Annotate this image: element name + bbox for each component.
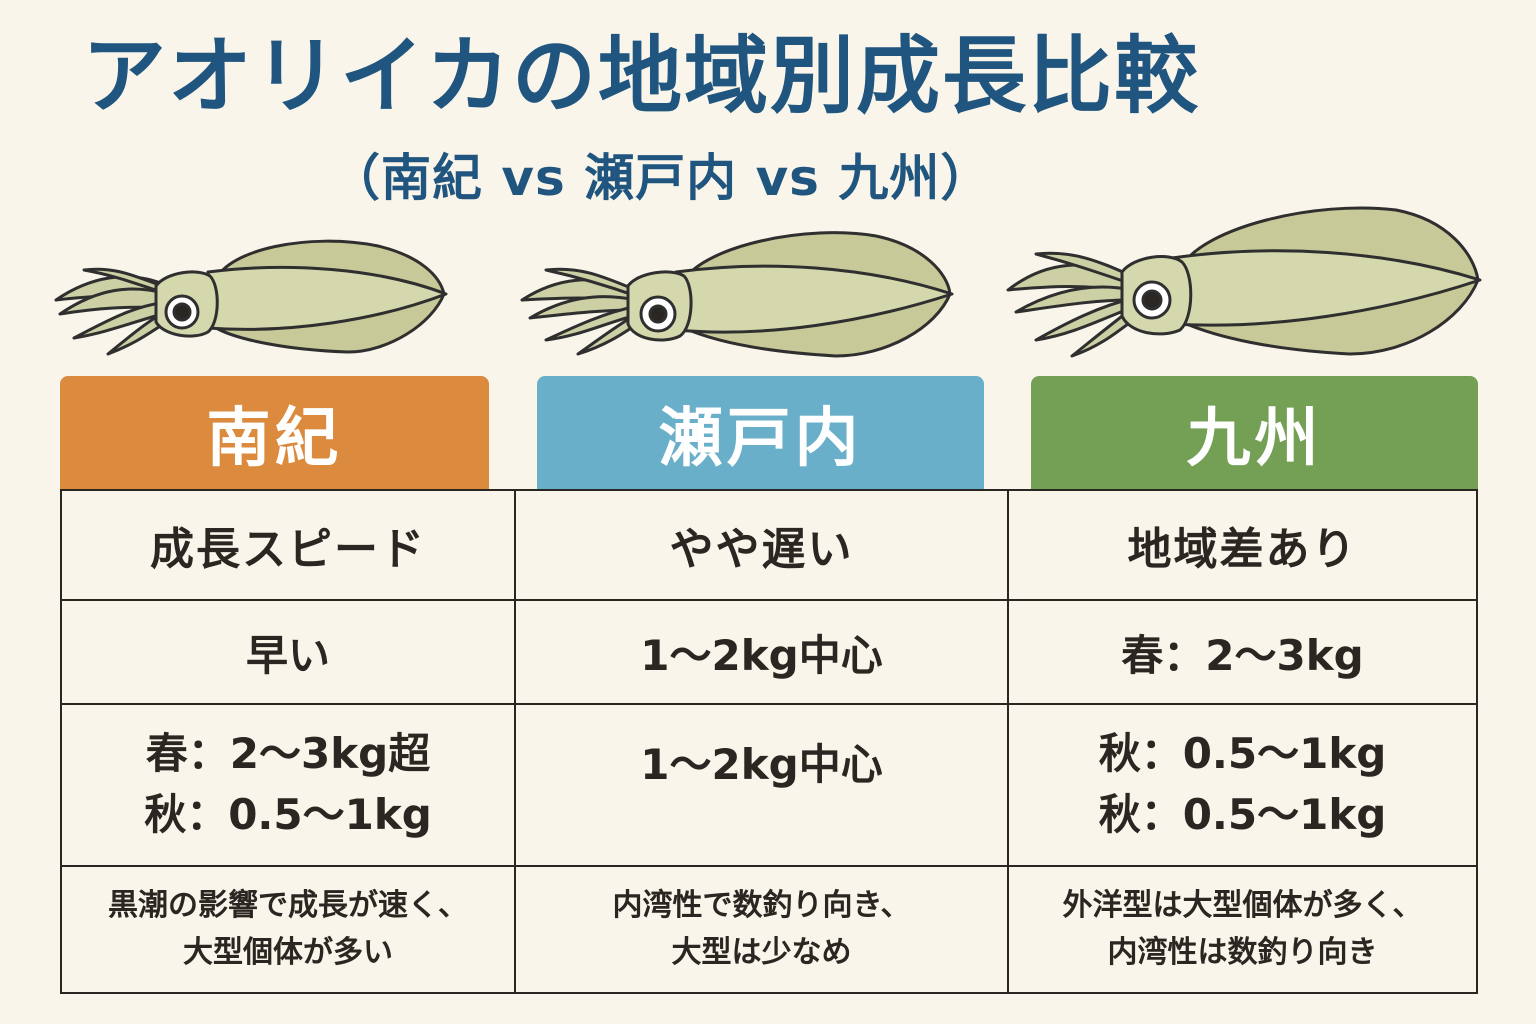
comparison-table: 成長スピード やや遅い 地域差あり 早い 1〜2kg中心 春：2〜3kg 春：2…	[60, 489, 1478, 994]
squid-icon	[54, 239, 448, 356]
table-note: 黒潮の影響で成長が速く、 大型個体が多い	[62, 867, 516, 992]
region-header-setouchi: 瀬戸内	[537, 376, 984, 489]
table-cell: やや遅い	[516, 491, 1009, 601]
table-cell: 春：2〜3kg超 秋：0.5〜1kg	[62, 705, 516, 867]
region-header-kyushu: 九州	[1031, 376, 1478, 489]
table-cell: 1〜2kg中心	[516, 705, 1009, 867]
table-cell: 秋：0.5〜1kg 秋：0.5〜1kg	[1009, 705, 1476, 867]
table-cell: 成長スピード	[62, 491, 516, 601]
table-cell: 地域差あり	[1009, 491, 1476, 601]
page-title: アオリイカの地域別成長比較	[82, 27, 1201, 125]
squid-icon	[1006, 206, 1482, 358]
squid-icon	[520, 231, 954, 358]
table-cell: 春：2〜3kg	[1009, 601, 1476, 705]
table-note: 外洋型は大型個体が多く、 内湾性は数釣り向き	[1062, 888, 1423, 970]
table-note: 内湾性で数釣り向き、 大型は少なめ	[516, 867, 1009, 992]
page-subtitle: （南紀 vs 瀬戸内 vs 九州）	[330, 149, 992, 207]
table-cell: 早い	[62, 601, 516, 705]
region-header-nanki: 南紀	[60, 376, 489, 489]
table-cell: 1〜2kg中心	[516, 601, 1009, 705]
